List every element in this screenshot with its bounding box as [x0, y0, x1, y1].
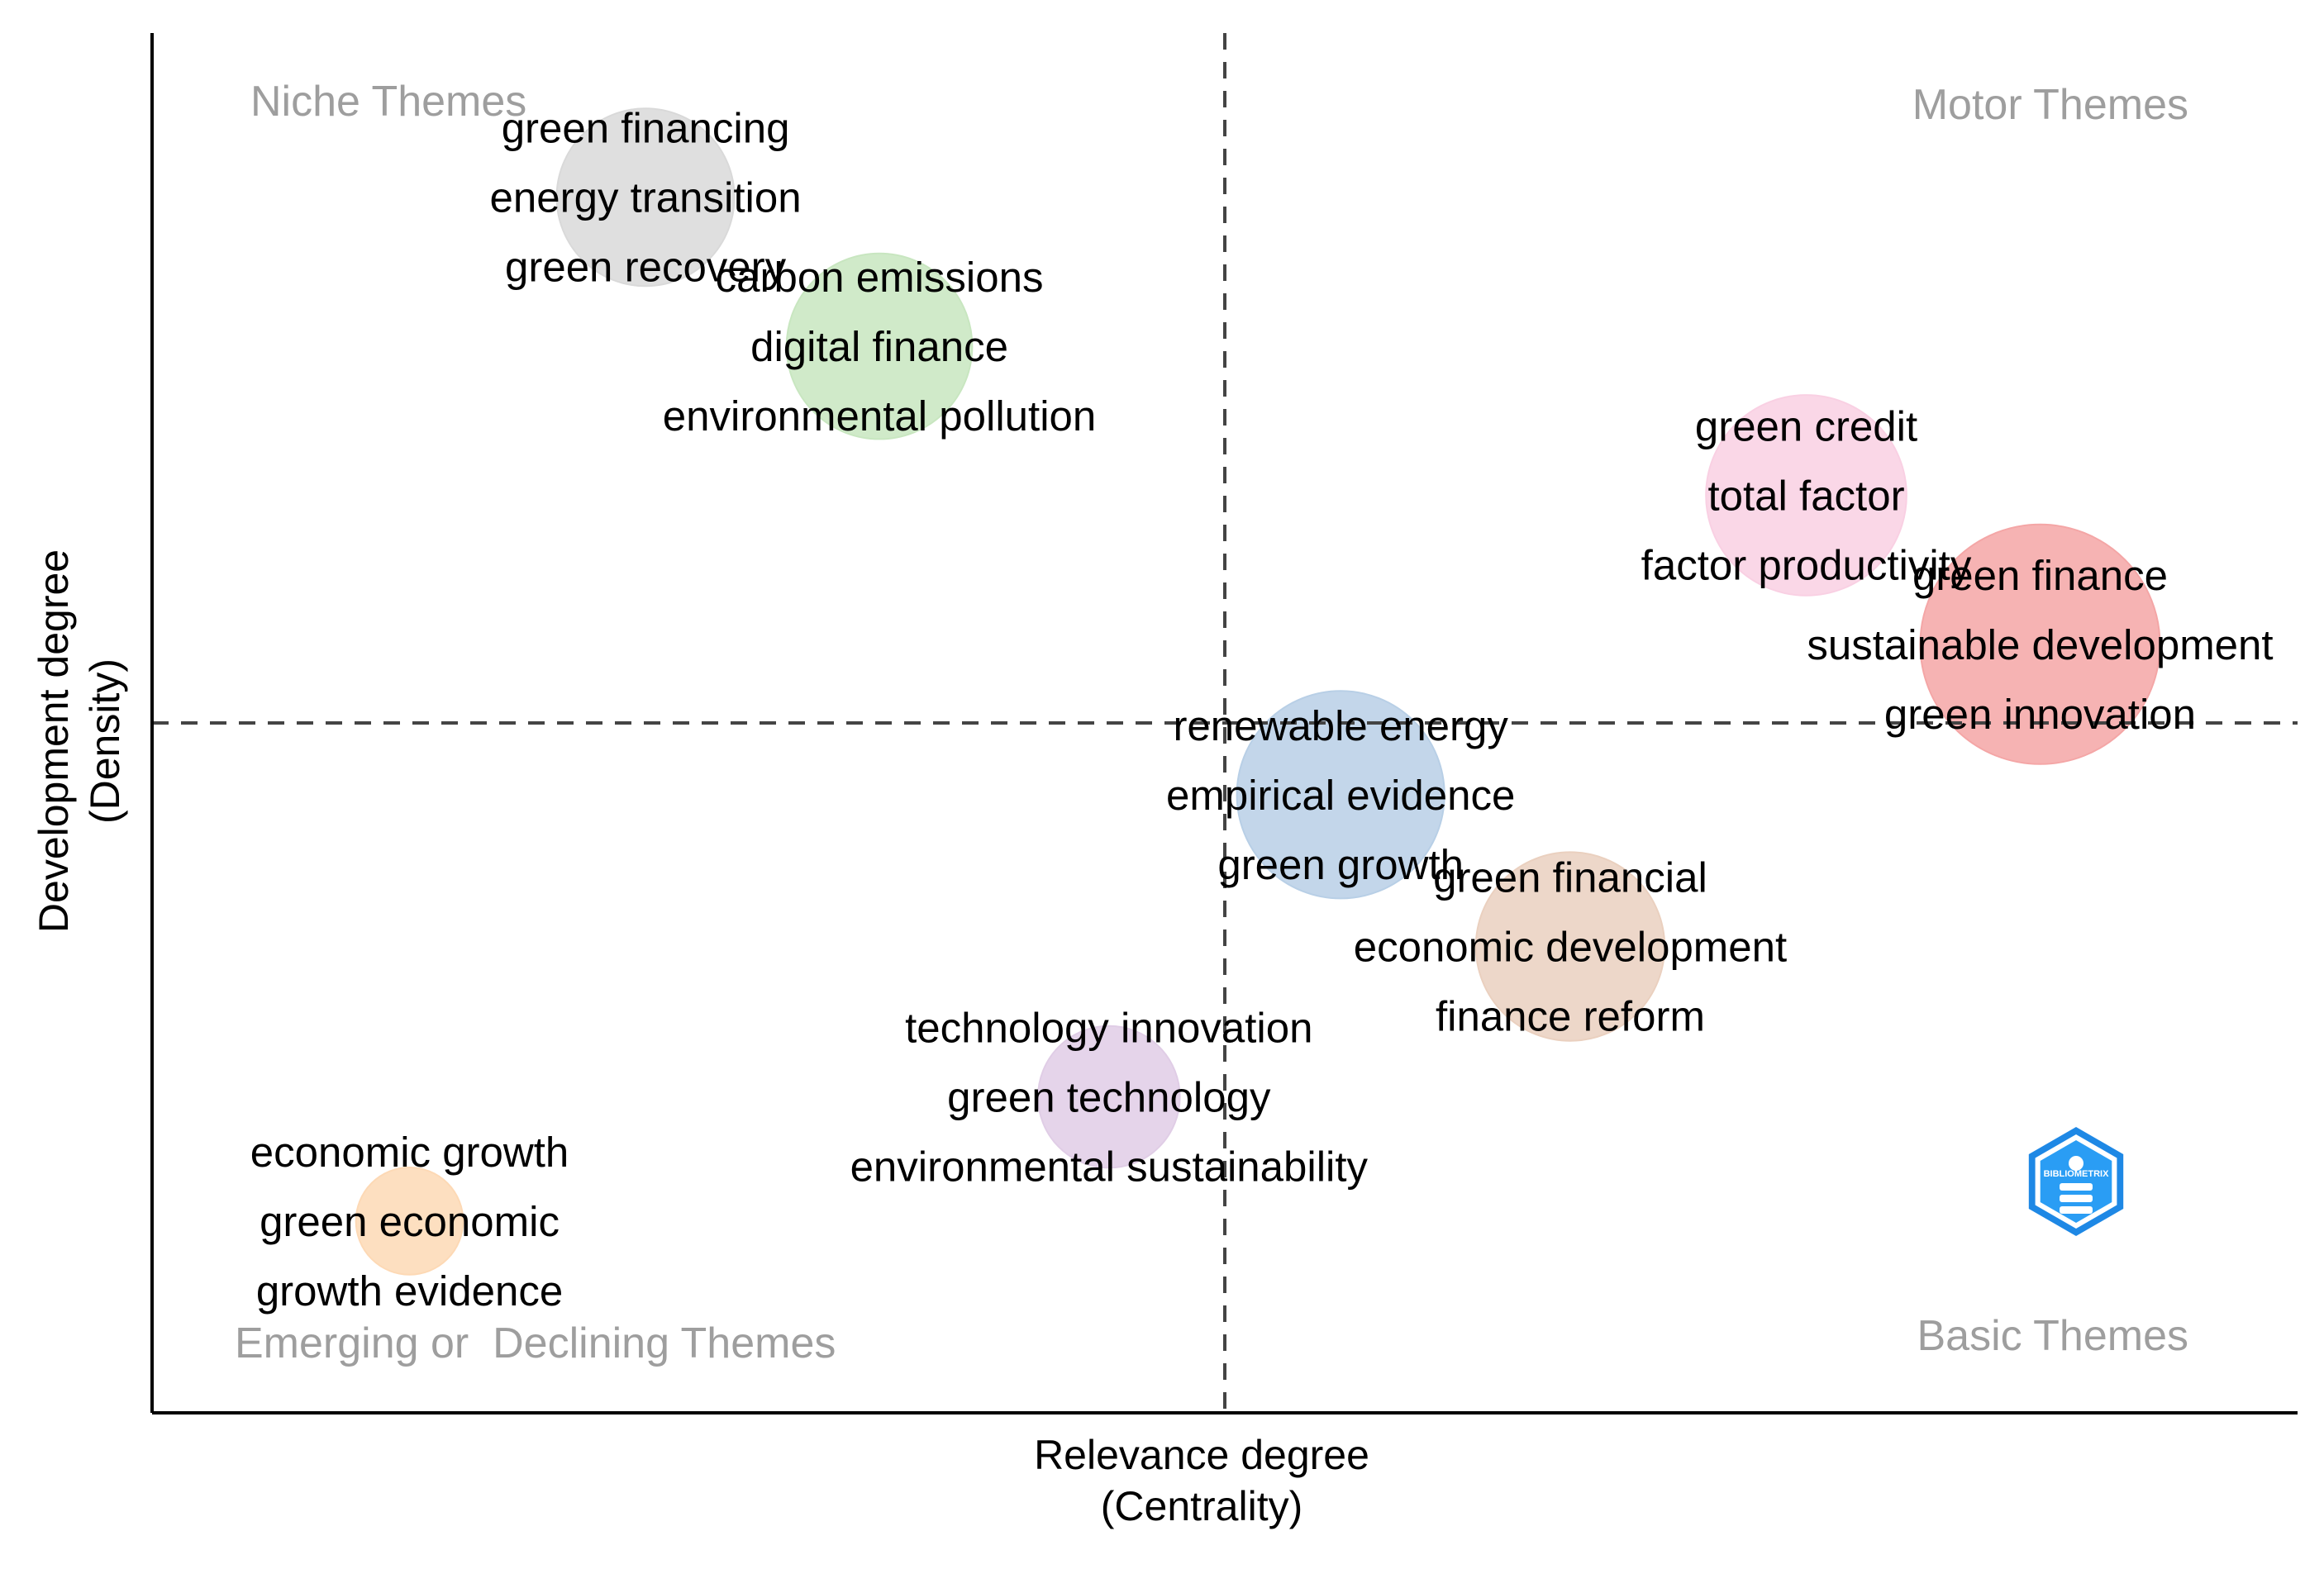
cluster-bubble-7: [1037, 1025, 1181, 1169]
x-axis-title-line-1: Relevance degree: [1034, 1432, 1369, 1478]
cluster-1-label-3: green recovery: [505, 244, 787, 291]
cluster-5-label-2: empirical evidence: [1166, 772, 1515, 819]
cluster-6-label-2: economic development: [1354, 924, 1787, 971]
logo-bar-1: [2060, 1183, 2093, 1191]
cluster-2-label-3: environmental pollution: [663, 392, 1097, 440]
quadrant-label-niche: Niche Themes: [250, 78, 526, 126]
logo-inner-hexagon: [2040, 1140, 2112, 1223]
cluster-3-label-2: total factor: [1707, 472, 1904, 519]
cluster-bubble-3: [1705, 394, 1907, 597]
cluster-6-label-1: green financial: [1433, 854, 1707, 901]
bibliometrix-logo-icon: BIBLIOMETRIX: [2028, 1127, 2124, 1236]
quadrant-label-motor: Motor Themes: [1912, 81, 2188, 129]
x-axis-title: Relevance degree (Centrality): [1034, 1432, 1369, 1529]
logo-bar-2: [2060, 1195, 2093, 1202]
axis-titles: Relevance degree (Centrality) Development…: [31, 549, 1369, 1529]
quadrant-labels: Niche Themes Motor Themes Emerging or De…: [235, 78, 2188, 1367]
cluster-1-label-2: energy transition: [490, 174, 802, 221]
reference-lines: [152, 33, 2298, 1413]
y-axis-title-line-2: (Density): [82, 659, 128, 824]
cluster-7-label-2: green technology: [947, 1074, 1271, 1121]
cluster-8-label-3: growth evidence: [256, 1267, 563, 1315]
cluster-4-label-3: green innovation: [1884, 691, 2196, 738]
cluster-3-label-3: factor productivity: [1641, 541, 1972, 588]
cluster-5-label-3: green growth: [1217, 841, 1464, 888]
cluster-bubble-6: [1474, 851, 1666, 1042]
logo-bar-3: [2060, 1206, 2093, 1214]
cluster-1-label-1: green financing: [502, 105, 790, 152]
cluster-bubble-4: [1919, 523, 2161, 765]
axes: [150, 33, 2298, 1414]
cluster-2-label-2: digital finance: [750, 323, 1008, 370]
cluster-7-label-1: technology innovation: [905, 1005, 1312, 1052]
bubble-layer: [355, 107, 2161, 1276]
y-axis-title: Development degree (Density): [31, 549, 128, 933]
cluster-bubble-5: [1236, 690, 1445, 900]
cluster-bubble-2: [785, 252, 974, 440]
cluster-8-label-1: economic growth: [250, 1129, 569, 1176]
logo-text: BIBLIOMETRIX: [2044, 1169, 2109, 1179]
quadrant-label-emerging-declining: Emerging or Declining Themes: [235, 1319, 836, 1367]
x-axis-title-line-2: (Centrality): [1101, 1483, 1302, 1529]
quadrant-label-basic: Basic Themes: [1917, 1312, 2188, 1360]
y-axis-title-line-1: Development degree: [31, 549, 77, 933]
cluster-3-label-1: green credit: [1695, 402, 1917, 449]
cluster-8-label-2: green economic: [260, 1198, 560, 1245]
cluster-4-label-2: sustainable development: [1807, 621, 2273, 668]
cluster-7-label-3: environmental sustainability: [850, 1143, 1369, 1191]
cluster-2-label-1: carbon emissions: [716, 254, 1044, 301]
cluster-5-label-1: renewable energy: [1173, 702, 1508, 749]
cluster-bubble-8: [355, 1167, 464, 1276]
cluster-4-label-1: green finance: [1912, 552, 2168, 599]
cluster-6-label-3: finance reform: [1436, 993, 1705, 1040]
logo-head: [2069, 1156, 2084, 1171]
cluster-label-layer: green financing energy transition green re…: [250, 105, 2274, 1315]
cluster-bubble-1: [555, 107, 736, 288]
